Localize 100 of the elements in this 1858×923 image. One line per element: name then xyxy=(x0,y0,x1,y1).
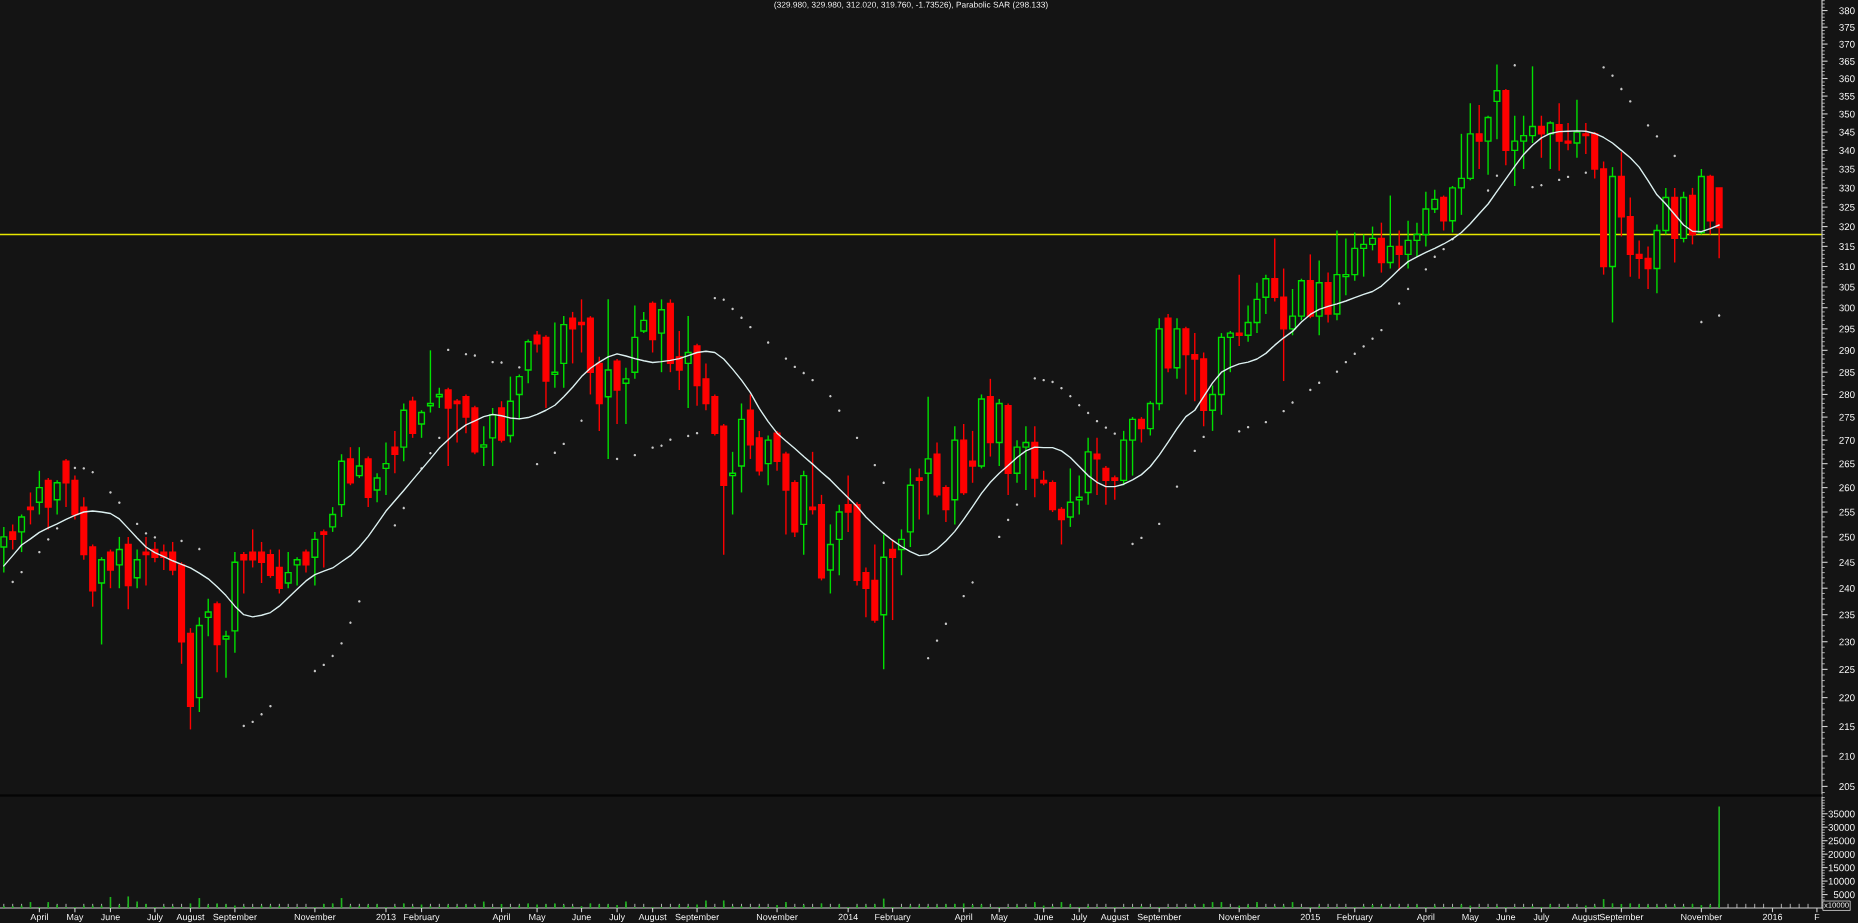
candlestick xyxy=(444,387,452,467)
x-tick-label: August xyxy=(176,913,205,922)
candlestick xyxy=(258,541,266,584)
candlestick xyxy=(915,467,923,521)
y-tick-label: 205 xyxy=(1839,783,1855,790)
candlestick xyxy=(204,598,212,637)
candlestick xyxy=(1368,225,1377,252)
candlestick xyxy=(53,479,61,516)
candlestick xyxy=(622,367,630,425)
y-tick-label: 300 xyxy=(1839,304,1855,312)
x-tick-label: June xyxy=(100,913,120,921)
candlestick xyxy=(1537,115,1545,159)
x-tick-label: September xyxy=(1599,913,1644,922)
candlestick xyxy=(1635,239,1643,280)
candlestick xyxy=(1431,189,1439,214)
y-tick-label: 305 xyxy=(1839,283,1855,291)
x-tick-label: June xyxy=(571,913,591,921)
candlestick xyxy=(1057,506,1066,546)
x-tick-label: November xyxy=(756,913,798,921)
candlestick xyxy=(657,298,666,373)
candlestick xyxy=(346,446,354,486)
candlestick xyxy=(640,311,648,334)
x-tick-label: May xyxy=(991,913,1008,922)
y-tick-label: 320 xyxy=(1839,223,1855,231)
y-tick-label: 225 xyxy=(1839,666,1855,673)
x-tick-label: April xyxy=(492,913,510,922)
candlestick xyxy=(284,551,292,589)
candlestick xyxy=(1262,273,1270,315)
candlestick xyxy=(515,373,523,421)
y-tick-label: 380 xyxy=(1839,7,1855,15)
x-tick-label: September xyxy=(213,913,257,922)
candlestick xyxy=(320,528,328,569)
y-tick-label: 20000 xyxy=(1828,850,1855,858)
y-tick-label: 215 xyxy=(1839,723,1855,731)
x-tick-label: May xyxy=(529,913,546,922)
candlestick xyxy=(1111,474,1119,501)
candlestick xyxy=(9,523,17,551)
x-tick-label: 2015 xyxy=(1300,913,1320,921)
candlestick xyxy=(1093,437,1101,496)
y-tick-label: 235 xyxy=(1839,611,1855,619)
candlestick xyxy=(355,446,363,479)
candlestick xyxy=(489,407,497,467)
x-tick-label: April xyxy=(1416,913,1435,922)
y-tick-label: 295 xyxy=(1839,325,1855,333)
y-tick-label: 10000 xyxy=(1828,877,1855,885)
y-tick-label: 375 xyxy=(1839,23,1855,31)
candlestick xyxy=(1191,332,1199,402)
candlestick xyxy=(1555,102,1563,172)
candlestick xyxy=(551,321,559,389)
candlestick xyxy=(373,472,381,503)
x-tick-label: September xyxy=(675,913,719,922)
candlestick xyxy=(266,548,274,579)
candlestick xyxy=(1582,122,1590,155)
x-tick-label: July xyxy=(1533,913,1550,922)
x-tick-label: May xyxy=(67,913,84,922)
x-tick-label: 2016 xyxy=(1762,913,1783,921)
y-tick-label: 310 xyxy=(1839,263,1855,271)
candlestick xyxy=(275,548,283,595)
y-tick-label: 25000 xyxy=(1828,837,1855,845)
y-tick-label: 255 xyxy=(1839,508,1855,516)
candlestick xyxy=(98,556,106,646)
candlestick xyxy=(1129,416,1137,477)
candlestick xyxy=(329,506,337,533)
y-tick-label: 275 xyxy=(1839,413,1855,421)
x-tick-label: February xyxy=(1337,913,1373,922)
x-tick-label: April xyxy=(30,913,48,922)
y-tick-label: 290 xyxy=(1839,347,1855,354)
candlestick xyxy=(1440,194,1448,232)
candlestick xyxy=(169,541,177,576)
x-tick-label: September xyxy=(1137,913,1182,922)
y-tick-label: 280 xyxy=(1839,391,1855,399)
x-tick-label: February xyxy=(875,913,911,922)
candlestick xyxy=(1457,133,1465,216)
candlestick xyxy=(1484,115,1492,176)
candlestick xyxy=(1386,194,1394,270)
candlestick xyxy=(1395,229,1403,272)
y-tick-label: 335 xyxy=(1839,165,1855,173)
candlestick xyxy=(1235,273,1243,347)
x-tick-label: July xyxy=(1071,913,1088,922)
y-tick-label: 345 xyxy=(1839,128,1855,136)
x-tick-label: November xyxy=(1219,913,1260,921)
x-tick-label: June xyxy=(1034,913,1054,921)
candlestick xyxy=(577,298,586,354)
candlestick xyxy=(222,630,230,679)
y-tick-label: 210 xyxy=(1839,752,1855,760)
x-tick-label: February xyxy=(404,913,440,922)
candlestick xyxy=(889,538,897,621)
candlestick xyxy=(1520,115,1528,170)
y-tick-label: 240 xyxy=(1839,584,1855,592)
candlestick xyxy=(1208,384,1217,432)
x-tick-label: April xyxy=(954,913,973,922)
y-tick-label: 5000 xyxy=(1833,891,1855,899)
x-tick-label: November xyxy=(294,913,336,921)
candlestick xyxy=(0,526,8,574)
x-tick-label: June xyxy=(1496,913,1516,921)
candlestick xyxy=(240,551,248,595)
candlestick xyxy=(924,395,932,516)
x-tick-label: 2013 xyxy=(376,913,396,921)
y-tick-label: 270 xyxy=(1839,436,1855,444)
y-tick-label: 30000 xyxy=(1828,823,1855,831)
